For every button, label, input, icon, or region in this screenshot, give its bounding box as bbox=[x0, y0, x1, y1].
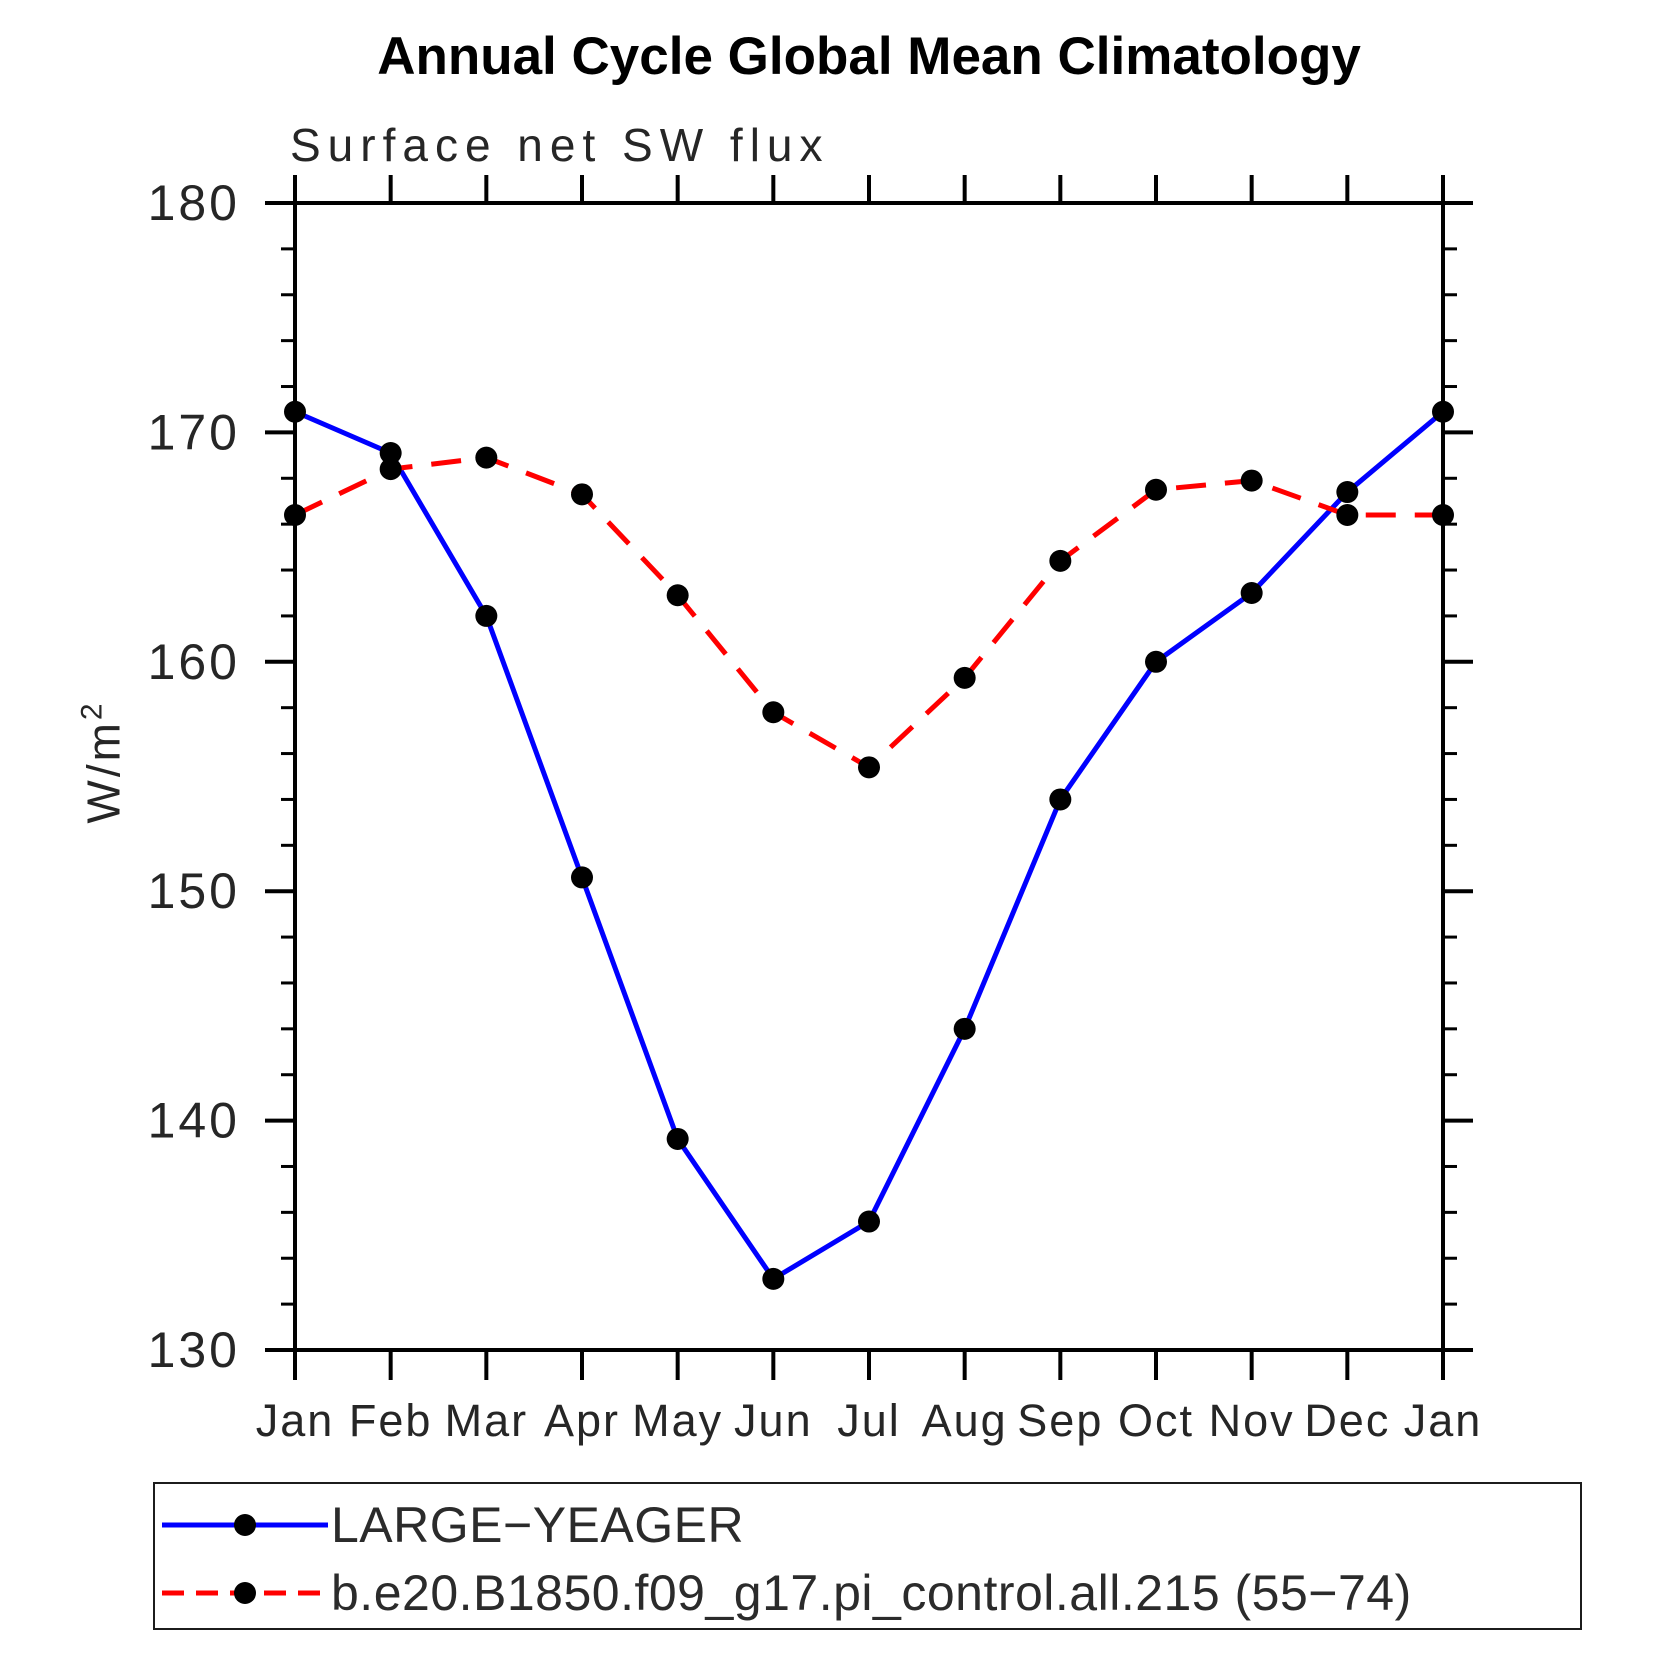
x-tick-label: Apr bbox=[544, 1395, 620, 1446]
series-line-1 bbox=[293, 455, 1443, 770]
legend-label-large-yeager: LARGE−YEAGER bbox=[331, 1497, 745, 1553]
data-point-0-Nov bbox=[1240, 581, 1263, 604]
data-point-1-Aug bbox=[953, 666, 976, 689]
chart-subtitle: Surface net SW flux bbox=[290, 119, 830, 171]
legend-entry-model: b.e20.B1850.f09_g17.pi_control.all.215 (… bbox=[159, 1554, 1412, 1632]
data-point-1-May bbox=[666, 584, 689, 607]
data-point-1-Sep bbox=[1049, 549, 1072, 572]
legend-entry-large-yeager: LARGE−YEAGER bbox=[159, 1486, 744, 1564]
data-point-1-Feb bbox=[379, 458, 402, 481]
legend-box: LARGE−YEAGER b.e20.B1850.f09_g17.pi_cont… bbox=[153, 1482, 1582, 1630]
data-point-0-Oct bbox=[1145, 650, 1167, 673]
x-tick-label: Feb bbox=[349, 1395, 433, 1446]
data-point-1-Jan bbox=[1432, 503, 1454, 526]
data-point-0-Jan bbox=[284, 400, 306, 423]
x-tick-label: Mar bbox=[445, 1395, 529, 1446]
x-tick-label: Jul bbox=[837, 1395, 901, 1446]
data-point-1-Oct bbox=[1145, 478, 1167, 501]
legend-marker-0 bbox=[234, 1514, 256, 1536]
data-point-0-Jul bbox=[858, 1210, 880, 1233]
legend-marker-1 bbox=[234, 1582, 256, 1604]
y-tick-label: 160 bbox=[148, 634, 240, 690]
data-point-0-Aug bbox=[953, 1017, 976, 1040]
data-point-0-Dec bbox=[1336, 481, 1359, 504]
legend-line-sample-dashed bbox=[162, 1582, 328, 1604]
data-point-0-Jun bbox=[762, 1267, 785, 1290]
x-tick-label: May bbox=[632, 1395, 723, 1446]
x-tick-label: Oct bbox=[1118, 1395, 1194, 1446]
data-point-1-Mar bbox=[475, 446, 498, 469]
legend-line-sample-solid bbox=[162, 1514, 328, 1536]
x-tick-label: Dec bbox=[1304, 1395, 1390, 1446]
data-point-1-Apr bbox=[571, 483, 593, 506]
data-point-1-Nov bbox=[1240, 469, 1263, 492]
chart-title: Annual Cycle Global Mean Climatology bbox=[377, 27, 1361, 86]
data-point-0-Feb bbox=[379, 442, 402, 465]
data-point-0-Sep bbox=[1049, 788, 1072, 811]
data-point-1-Dec bbox=[1336, 503, 1359, 526]
y-tick-label: 170 bbox=[148, 404, 240, 460]
y-tick-label: 150 bbox=[148, 863, 240, 919]
x-tick-label: Sep bbox=[1017, 1395, 1103, 1446]
y-tick-label: 130 bbox=[148, 1322, 240, 1378]
data-point-0-Jan bbox=[1432, 400, 1454, 423]
data-point-1-Jan bbox=[284, 503, 306, 526]
data-point-0-Mar bbox=[475, 604, 498, 627]
legend-label-model: b.e20.B1850.f09_g17.pi_control.all.215 (… bbox=[331, 1565, 1412, 1621]
x-tick-label: Nov bbox=[1209, 1395, 1295, 1446]
x-tick-label: Jun bbox=[734, 1395, 813, 1446]
data-point-1-Jul bbox=[858, 756, 880, 779]
x-tick-label: Aug bbox=[922, 1395, 1008, 1446]
x-tick-label: Jan bbox=[256, 1395, 335, 1446]
series-line-0 bbox=[294, 409, 1445, 1282]
data-point-1-Jun bbox=[762, 701, 785, 724]
x-tick-label: Jan bbox=[1404, 1395, 1483, 1446]
y-tick-label: 140 bbox=[148, 1093, 240, 1149]
y-tick-label: 180 bbox=[148, 175, 240, 231]
data-point-0-Apr bbox=[571, 866, 593, 889]
data-point-0-May bbox=[666, 1127, 689, 1150]
